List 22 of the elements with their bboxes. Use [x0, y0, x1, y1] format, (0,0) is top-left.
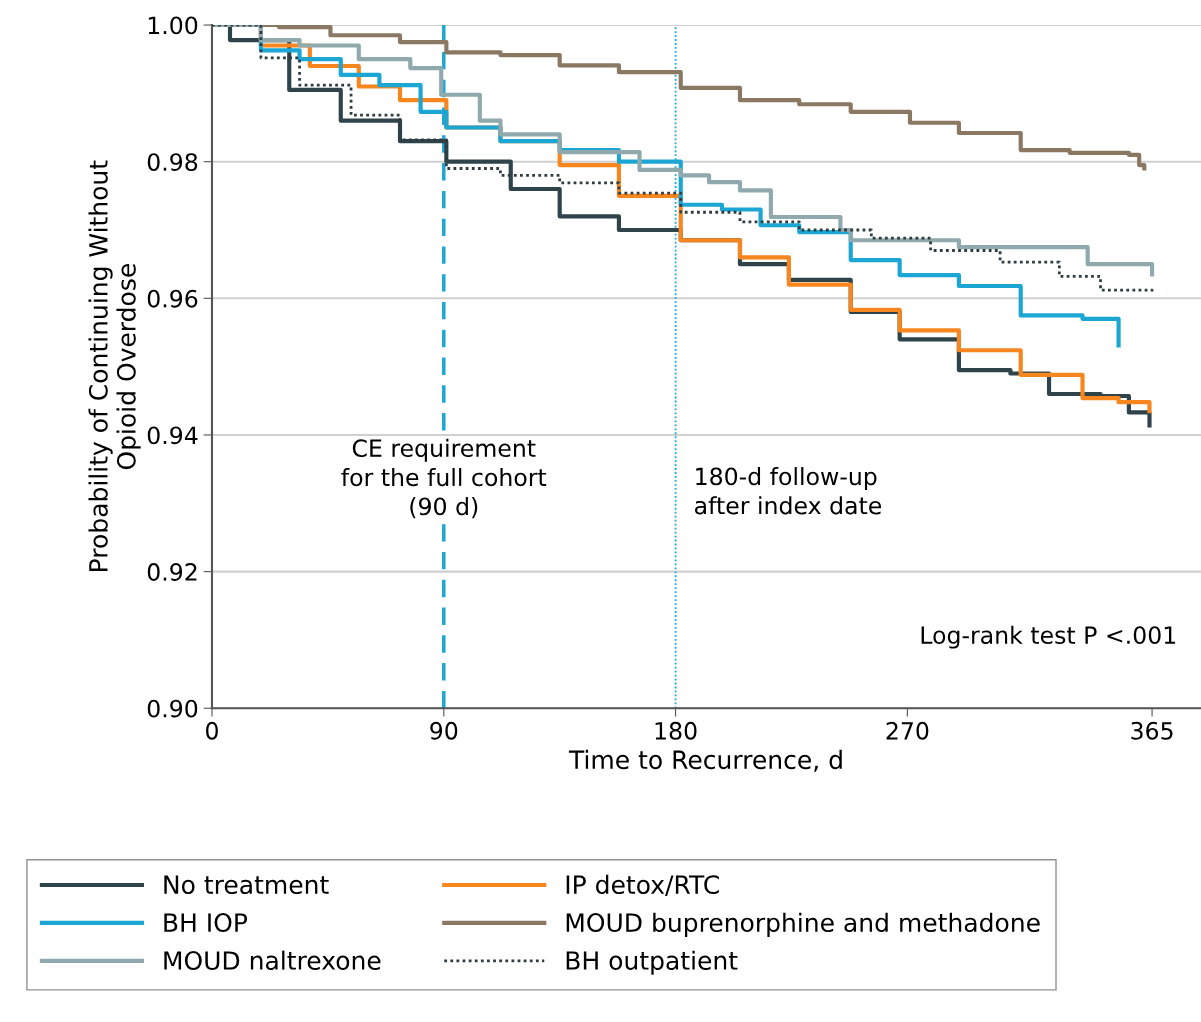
x-tick-label: 180: [655, 721, 697, 740]
legend-label: No treatment: [164, 875, 329, 895]
x-tick-label: 270: [886, 721, 929, 740]
x-tick-label: 0: [206, 721, 218, 740]
y-tick-label: 0.96: [147, 289, 198, 308]
x-tick-label: 365: [1131, 721, 1173, 740]
legend-label: MOUD buprenorphine and methadone: [566, 912, 1040, 937]
annotation: Log-rank test P <.001: [921, 625, 1176, 649]
ref-line-label: 180-d follow-up after index date: [695, 467, 882, 515]
ref-line-label: CE requirement for the full cohort (90 d): [341, 438, 547, 519]
y-tick-label: 0.90: [147, 699, 198, 718]
y-axis-title: Probability of Continuing Without Opioid Overdose: [88, 160, 141, 571]
y-tick-label: 0.94: [147, 426, 198, 445]
y-tick-label: 0.92: [147, 563, 197, 581]
y-tick-label: 1.00: [148, 16, 198, 35]
x-tick-label: 90: [430, 721, 458, 740]
legend-label: BH outpatient: [566, 950, 738, 975]
y-tick-label: 0.98: [147, 153, 198, 171]
legend-label: IP detox/RTC: [566, 874, 719, 897]
legend-label: BH IOP: [164, 913, 248, 933]
x-axis-title: Time to Recurrence, d: [568, 749, 842, 772]
legend-label: MOUD naltrexone: [164, 950, 381, 970]
